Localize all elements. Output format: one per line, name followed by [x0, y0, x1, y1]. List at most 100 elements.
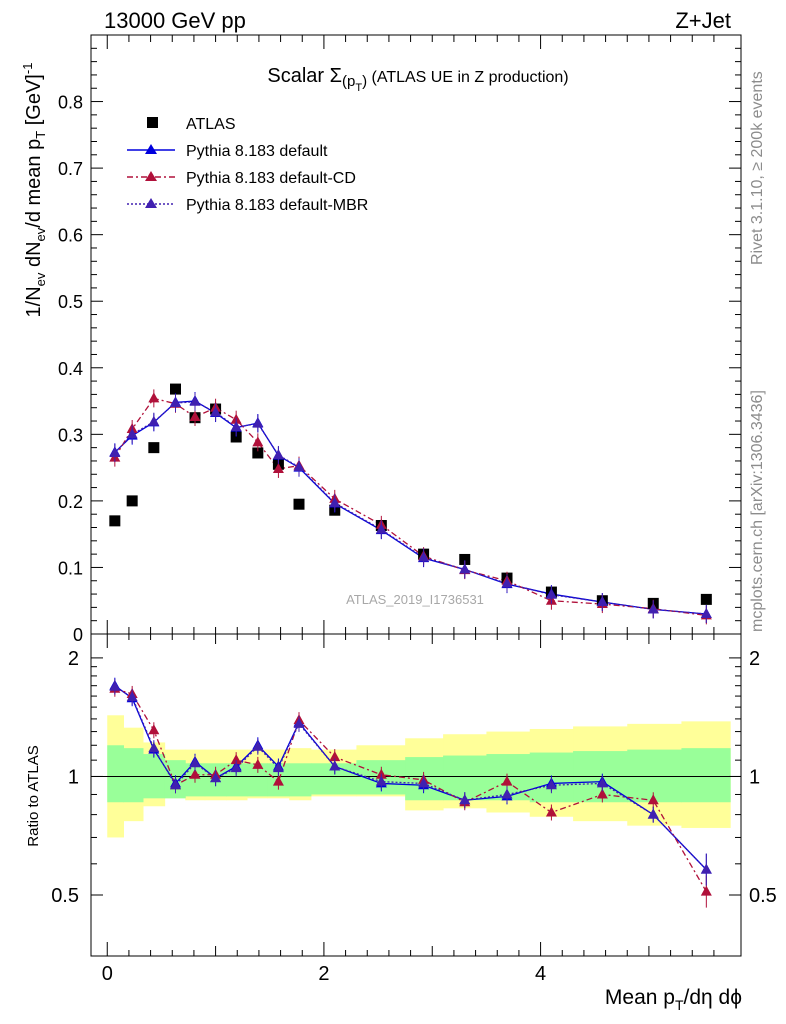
main-marker-3 — [596, 596, 608, 607]
xlabel-sub: T — [675, 997, 684, 1013]
title-main: Scalar Σ — [267, 65, 342, 87]
ratio-marker-2 — [230, 762, 242, 773]
ratio-marker-2 — [501, 788, 513, 799]
main-marker-3 — [170, 397, 181, 408]
ratio-marker-2 — [375, 775, 387, 786]
legend-label-default: Pythia 8.183 default — [186, 143, 328, 160]
xlabel-rest: /dη dϕ — [684, 986, 742, 1009]
ratio-panel: 0.5 0.5 1 1 2 2 0 2 4 — [51, 633, 777, 985]
ratio-marker-2 — [647, 808, 659, 819]
main-marker-2 — [148, 392, 160, 403]
title-rest: (ATLAS UE in Z production) — [367, 69, 569, 86]
atlas-data-point — [148, 442, 160, 454]
ratio-marker-2 — [148, 742, 160, 753]
atlas-data-point — [230, 431, 242, 443]
main-marker-2 — [189, 411, 201, 422]
rivet-side-label: Rivet 3.1.10, ≥ 200k events — [749, 71, 766, 265]
ratio-xtick-label: 4 — [535, 963, 546, 985]
ratio-marker-1 — [596, 788, 608, 799]
ratio-marker-2 — [170, 779, 181, 790]
ratio-marker-2 — [210, 772, 222, 783]
ratio-ylabel: Ratio to ATLAS — [25, 745, 42, 846]
main-marker-3 — [293, 460, 305, 471]
main-marker-3 — [647, 603, 659, 614]
legend-marker-mbr — [145, 198, 157, 208]
ratio-ytick-label-right: 2 — [749, 648, 760, 670]
ratio-marker-2 — [272, 762, 284, 773]
main-ytick-label: 0 — [73, 625, 83, 645]
ratio-marker-2 — [252, 740, 264, 751]
ratio-xtick-label: 0 — [102, 963, 113, 985]
ratio-ytick-label: 1 — [68, 766, 79, 788]
ratio-marker-1 — [545, 806, 557, 817]
stat-band — [107, 745, 124, 803]
legend-label-cd: Pythia 8.183 default-CD — [186, 170, 356, 187]
main-series-line-1 — [114, 400, 707, 615]
ratio-marker-2 — [418, 777, 430, 788]
main-ytick-label: 0.4 — [58, 359, 83, 379]
main-marker-3 — [148, 415, 160, 426]
ratio-marker-2 — [126, 691, 138, 702]
ratio-marker-2 — [329, 760, 341, 771]
stat-band — [289, 763, 312, 797]
main-marker-3 — [418, 551, 430, 562]
main-ylabel: 1/Nev dNev/d mean pT [GeV]-1 — [20, 63, 48, 318]
xlabel-main: Mean p — [605, 986, 675, 1009]
ratio-marker-2 — [596, 777, 608, 788]
main-series-line-2 — [114, 397, 707, 617]
legend: ATLAS Pythia 8.183 default Pythia 8.183 … — [127, 116, 368, 214]
main-marker-3 — [272, 448, 284, 459]
legend-marker-default — [145, 144, 157, 154]
main-marker-3 — [210, 406, 222, 417]
ratio-xtick-label: 2 — [318, 963, 329, 985]
main-marker-3 — [375, 523, 387, 534]
atlas-data-point — [252, 447, 264, 459]
legend-label-mbr: Pythia 8.183 default-MBR — [186, 197, 368, 214]
title-sub: (p — [342, 73, 355, 90]
ratio-marker-1 — [272, 775, 284, 786]
ratio-marker-1 — [230, 754, 242, 765]
mcplots-side-label: mcplots.cern.ch [arXiv:1306.3436] — [749, 390, 766, 632]
ratio-marker-1 — [647, 794, 659, 805]
legend-marker-atlas — [147, 117, 158, 128]
atlas-data-point — [700, 593, 712, 605]
main-marker-3 — [109, 446, 121, 457]
main-marker-3 — [252, 417, 264, 428]
main-ytick-label: 0.2 — [58, 492, 83, 512]
main-marker-3 — [459, 563, 471, 574]
main-marker-3 — [501, 577, 513, 588]
ratio-marker-1 — [252, 758, 264, 769]
atlas-data-point — [293, 498, 305, 510]
main-marker-3 — [189, 395, 201, 406]
atlas-data-point — [170, 383, 181, 395]
ratio-marker-1 — [148, 724, 160, 735]
main-marker-3 — [700, 608, 712, 619]
stat-band — [247, 763, 269, 797]
ratio-marker-1 — [501, 775, 513, 786]
header-left-label: 13000 GeV pp — [104, 8, 246, 33]
atlas-data-point — [459, 553, 471, 565]
main-marker-3 — [329, 496, 341, 507]
stat-band — [627, 749, 682, 803]
ratio-frame — [90, 633, 742, 957]
ratio-marker-1 — [700, 885, 712, 896]
atlas-data-point — [109, 515, 121, 527]
header-right-label: Z+Jet — [675, 8, 731, 33]
ratio-marker-2 — [109, 680, 121, 691]
main-ytick-label: 0.6 — [58, 226, 83, 246]
main-title: Scalar Σ(pT) (ATLAS UE in Z production) — [267, 65, 568, 94]
ratio-marker-2 — [189, 757, 201, 768]
main-ytick-label: 0.3 — [58, 425, 83, 445]
xlabel: Mean pT/dη dϕ — [605, 986, 742, 1013]
ratio-marker-2 — [293, 717, 305, 728]
main-panel: 0 0.1 0.2 0.3 0.4 0.5 0.6 0.7 0.8 — [58, 34, 742, 645]
atlas-data-point — [126, 495, 138, 507]
main-marker-2 — [252, 436, 264, 447]
ratio-ytick-label-right: 0.5 — [749, 885, 777, 907]
main-ytick-label: 0.7 — [58, 159, 83, 179]
main-ytick-label: 0.5 — [58, 292, 83, 312]
main-marker-2 — [272, 462, 284, 473]
ratio-marker-1 — [329, 751, 341, 762]
main-ytick-label: 0.1 — [58, 558, 83, 578]
